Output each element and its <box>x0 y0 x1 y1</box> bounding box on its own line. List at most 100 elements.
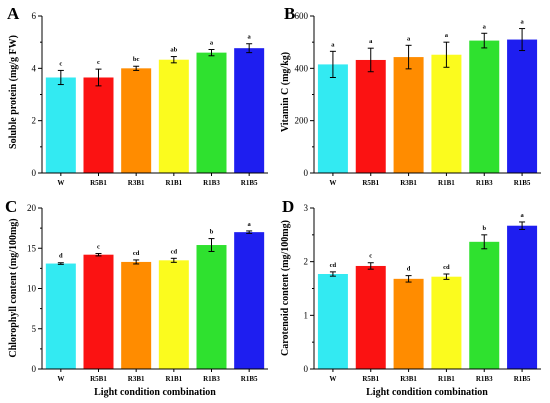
panel-c-y-axis-title: Chlorophyll content (mg/100mg) <box>8 218 19 357</box>
panel-a-y-axis-title: Soluble protein (mg/g FW) <box>8 35 19 149</box>
significance-label: a <box>331 41 335 48</box>
panel-b-plot: a Wa R5B1 a R3B1 a R1B1 a R1B3 a R1B5 0 200 400 600 <box>295 11 541 187</box>
significance-label: a <box>520 212 524 219</box>
significance-label: c <box>59 60 62 67</box>
x-tick-label: R1B3 <box>476 375 493 383</box>
y-tick-label: 10 <box>27 284 37 294</box>
significance-label: a <box>445 32 449 39</box>
significance-label: a <box>407 35 411 42</box>
significance-label: ab <box>170 47 177 54</box>
y-tick-label: 20 <box>27 203 37 213</box>
panel-d: D Carotenoid content (mg/100mg) cd Wc R5B1… <box>280 197 541 398</box>
bar <box>393 57 424 173</box>
x-tick-label: R1B1 <box>165 375 182 383</box>
x-tick-label: R3B1 <box>400 179 417 187</box>
y-tick-label: 15 <box>27 243 37 253</box>
x-tick-label: R1B1 <box>438 375 455 383</box>
significance-label: a <box>248 221 252 228</box>
significance-label: bc <box>133 56 140 63</box>
significance-label: a <box>210 39 214 46</box>
x-tick-label: R1B5 <box>241 179 258 187</box>
panel-b-letter: B <box>284 4 295 23</box>
significance-label: cd <box>133 250 140 257</box>
panel-a-plot: c Wc R5B1 bc R3B1 ab R1B1 a R1B3 a R1B5 0 2 4 6 <box>32 11 268 187</box>
y-tick-label: 0 <box>304 364 309 374</box>
panel-c: C Chlorophyll content (mg/100mg) d Wc R5B1… <box>5 197 268 398</box>
y-tick-label: 1 <box>304 310 309 320</box>
significance-label: cd <box>330 262 337 269</box>
bar <box>83 77 114 173</box>
significance-label: cd <box>443 264 450 271</box>
significance-label: cd <box>171 248 178 255</box>
bar <box>196 245 227 369</box>
x-tick-label: R1B1 <box>438 179 455 187</box>
panel-d-y-axis-title: Carotenoid content (mg/100mg) <box>280 220 291 356</box>
significance-label: c <box>97 59 100 66</box>
bar <box>83 254 114 369</box>
x-tick-label: R1B5 <box>241 375 258 383</box>
y-tick-label: 3 <box>304 203 309 213</box>
panel-b-y-axis-title: Vitamin C (mg/kg) <box>280 52 291 132</box>
bar <box>431 276 462 369</box>
bar <box>355 265 386 369</box>
y-tick-label: 2 <box>304 257 309 267</box>
significance-label: a <box>369 38 373 45</box>
bar <box>121 261 152 369</box>
bar <box>45 77 76 173</box>
x-tick-label: R1B3 <box>476 179 493 187</box>
panel-c-x-axis-title: Light condition combination <box>94 387 216 398</box>
panel-d-letter: D <box>282 197 294 216</box>
bar <box>234 232 265 369</box>
y-tick-label: 200 <box>295 116 309 126</box>
x-tick-label: W <box>57 375 64 383</box>
significance-label: b <box>482 225 486 232</box>
significance-label: d <box>59 253 63 260</box>
significance-label: a <box>520 19 524 26</box>
bar <box>469 241 500 369</box>
bar <box>317 64 348 173</box>
bar <box>507 225 538 369</box>
y-tick-label: 600 <box>295 11 309 21</box>
x-tick-label: R5B1 <box>362 375 379 383</box>
x-tick-label: R3B1 <box>128 179 145 187</box>
significance-label: b <box>210 229 214 236</box>
significance-label: a <box>483 23 487 30</box>
x-tick-label: R1B3 <box>203 179 220 187</box>
bar <box>196 52 227 174</box>
x-tick-label: R5B1 <box>90 179 107 187</box>
bar <box>158 59 189 173</box>
x-tick-label: R1B1 <box>165 179 182 187</box>
bar <box>431 54 462 173</box>
x-tick-label: R1B5 <box>514 179 531 187</box>
significance-label: d <box>407 266 411 273</box>
y-tick-label: 400 <box>295 63 309 73</box>
panel-c-letter: C <box>5 197 17 216</box>
panel-d-x-axis-title: Light condition combination <box>366 387 488 398</box>
bar <box>121 68 152 173</box>
x-tick-label: R1B5 <box>514 375 531 383</box>
bar <box>317 274 348 369</box>
x-tick-label: R5B1 <box>90 375 107 383</box>
panel-a-letter: A <box>7 4 20 23</box>
bar <box>469 40 500 174</box>
significance-label: c <box>369 253 372 260</box>
y-tick-label: 6 <box>32 11 37 21</box>
panel-d-plot: cd Wc R5B1 d R3B1 cd R1B1 b R1B3 a R1B5 0 1 2 3 <box>304 203 541 383</box>
significance-label: c <box>97 243 100 250</box>
y-tick-label: 0 <box>32 364 37 374</box>
x-tick-label: R3B1 <box>128 375 145 383</box>
y-tick-label: 2 <box>32 116 37 126</box>
bar <box>234 48 265 174</box>
x-tick-label: R1B3 <box>203 375 220 383</box>
panel-c-plot: d Wc R5B1 cd R3B1 cd R1B1 b R1B3 a R1B5 0 5 10 15 20 <box>27 203 268 383</box>
y-tick-label: 4 <box>32 63 37 73</box>
bar <box>355 59 386 173</box>
x-tick-label: W <box>329 375 336 383</box>
x-tick-label: R3B1 <box>400 375 417 383</box>
bar <box>158 260 189 369</box>
x-tick-label: W <box>57 179 64 187</box>
bar <box>45 263 76 369</box>
y-tick-label: 5 <box>32 324 37 334</box>
panel-b: B Vitamin C (mg/kg) a Wa R5B1 a R3B1 a R1B1 a R1… <box>280 4 541 187</box>
